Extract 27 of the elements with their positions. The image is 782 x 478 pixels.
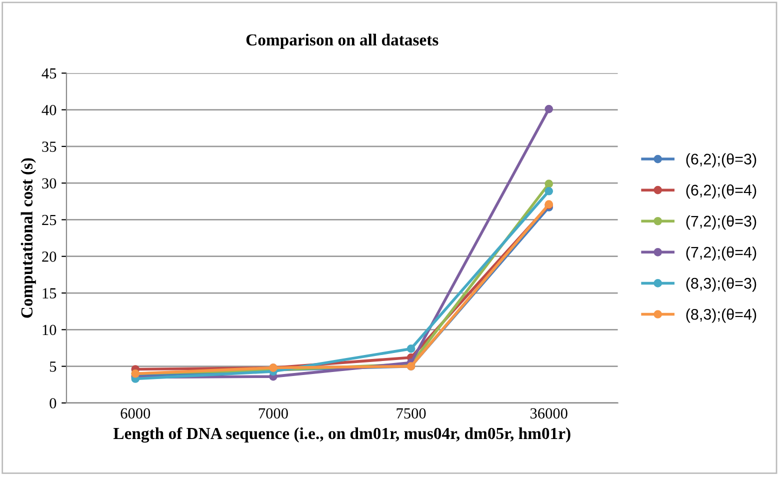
y-tick-label: 45 [42,68,56,79]
y-axis-title: Computational cost (s) [20,158,36,318]
point [406,344,416,353]
y-tick-label: 0 [50,398,56,408]
legend-label: (8,3);(θ=4) [686,308,756,323]
x-tick-label: 7500 [396,408,426,419]
y-tick-label: 25 [42,214,56,226]
y-tick-label: 15 [42,288,56,298]
chart-title: Comparison on all datasets [246,34,438,49]
y-tick-label: 35 [42,142,56,152]
legend-label: (7,2);(θ=3) [686,215,756,230]
y-tick-label: 40 [42,104,56,116]
x-tick-label: 6000 [120,408,150,419]
legend-label: (7,2);(θ=4) [686,246,756,261]
y-tick-label: 10 [42,324,56,336]
legend-label: (8,3);(θ=3) [686,277,756,292]
point [544,180,554,188]
x-axis-title: Length of DNA sequence (i.e., on dm01r, mus04r, dm05r, hm01r) [113,427,570,443]
legend-label: (6,2);(θ=4) [686,184,756,199]
y-tick-label: 5 [50,362,56,372]
legend-label: (6,2);(θ=3) [686,153,756,168]
x-tick-label: 7000 [258,408,288,419]
y-tick-label: 30 [42,178,56,189]
y-tick-label: 20 [42,252,56,262]
point [544,104,554,114]
x-tick-label: 36000 [530,408,568,419]
point [544,186,554,196]
